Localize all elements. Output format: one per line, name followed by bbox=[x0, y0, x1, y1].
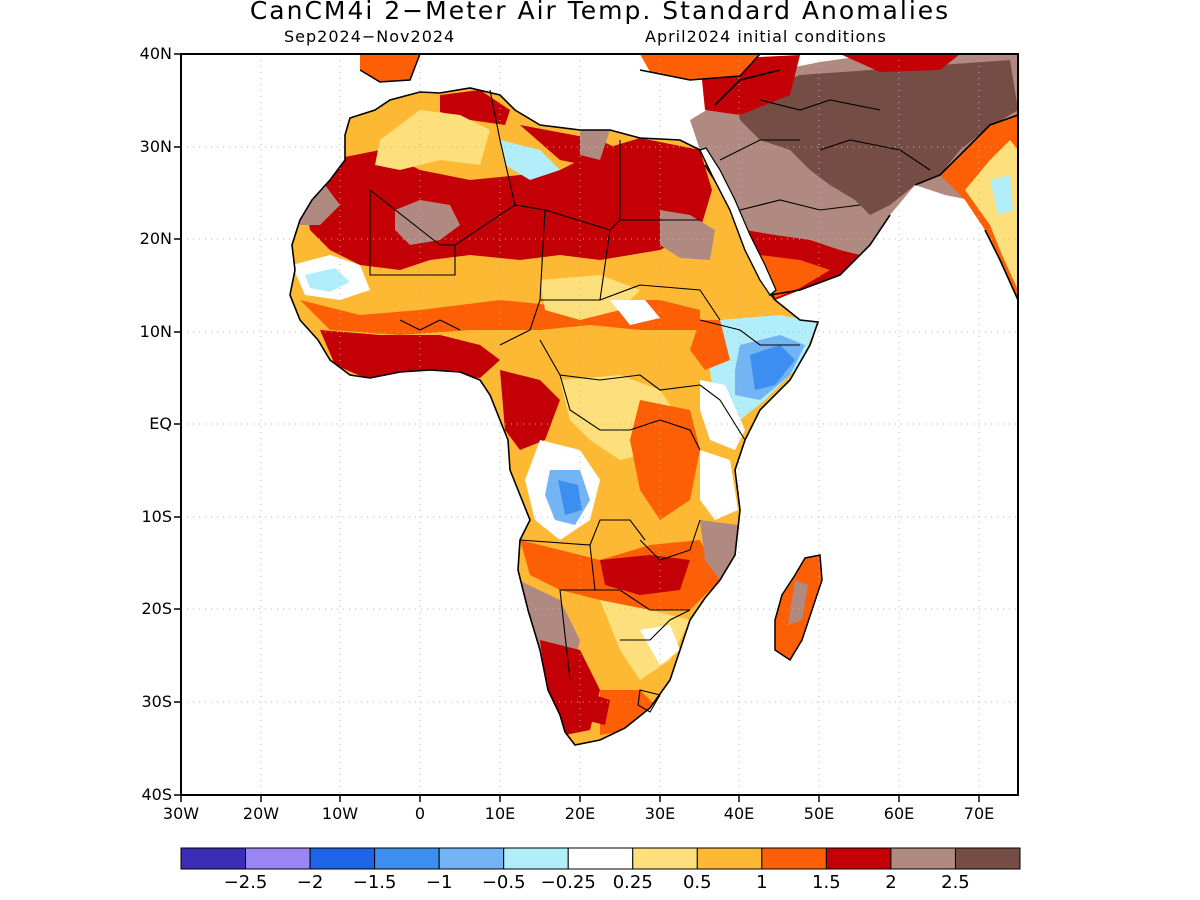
colorbar-label: −1 bbox=[425, 872, 453, 893]
lon-label-20e: 20E bbox=[564, 804, 596, 823]
colorbar-label: 0.5 bbox=[682, 872, 712, 893]
colorbar-swatch bbox=[761, 847, 827, 870]
colorbar bbox=[180, 847, 1021, 870]
colorbar-label: 2 bbox=[885, 872, 897, 893]
lon-label-30w: 30W bbox=[162, 804, 200, 823]
tick-marks bbox=[174, 53, 980, 802]
initial-conditions: April2024 initial conditions bbox=[645, 27, 887, 46]
europe-land-2 bbox=[640, 54, 760, 80]
colorbar-swatch bbox=[245, 847, 311, 870]
colorbar-label: −0.25 bbox=[540, 872, 596, 893]
lon-label-40e: 40E bbox=[723, 804, 755, 823]
lat-label-10n: 10N bbox=[139, 322, 172, 341]
colorbar-swatch bbox=[632, 847, 698, 870]
forecast-period: Sep2024−Nov2024 bbox=[284, 27, 456, 46]
colorbar-swatch bbox=[696, 847, 763, 870]
lat-label-40n: 40N bbox=[139, 44, 172, 63]
lon-label-70e: 70E bbox=[963, 804, 995, 823]
colorbar-label: 2.5 bbox=[941, 872, 970, 893]
country-borders bbox=[369, 89, 931, 713]
colorbar-label: −2.5 bbox=[223, 872, 268, 893]
colorbar-swatch bbox=[374, 847, 440, 870]
europe-coastline bbox=[359, 53, 761, 83]
arabia-coastline bbox=[704, 69, 1019, 301]
colorbar-label: −0.5 bbox=[481, 872, 526, 893]
colorbar-label: −2 bbox=[296, 872, 324, 893]
lat-label-30s: 30S bbox=[141, 692, 172, 711]
colorbar-swatch bbox=[890, 847, 956, 870]
colorbar-swatch bbox=[438, 847, 505, 870]
india-white bbox=[990, 175, 1013, 215]
europe-land bbox=[360, 54, 420, 82]
colorbar-label: −1.5 bbox=[352, 872, 397, 893]
lat-label-10s: 10S bbox=[141, 507, 172, 526]
lon-label-60e: 60E bbox=[883, 804, 915, 823]
lon-label-30e: 30E bbox=[644, 804, 676, 823]
madagascar-brown bbox=[788, 580, 808, 625]
lat-label-20s: 20S bbox=[141, 599, 172, 618]
lat-label-eq: EQ bbox=[149, 414, 172, 433]
colorbar-swatch bbox=[567, 847, 634, 870]
lat-label-20n: 20N bbox=[139, 229, 172, 248]
lon-label-50e: 50E bbox=[803, 804, 835, 823]
arabia-orange bbox=[760, 255, 830, 298]
madagascar-coastline bbox=[774, 554, 823, 662]
colorbar-label: 1 bbox=[756, 872, 768, 893]
lon-label-0: 0 bbox=[414, 804, 426, 823]
map-title: CanCM4i 2−Meter Air Temp. Standard Anoma… bbox=[249, 0, 951, 25]
lat-label-30n: 30N bbox=[139, 137, 172, 156]
lat-label-40s: 40S bbox=[141, 785, 172, 804]
red-sea bbox=[699, 147, 777, 296]
lon-label-20w: 20W bbox=[242, 804, 280, 823]
colorbar-label: 1.5 bbox=[812, 872, 841, 893]
arabia-dark bbox=[735, 60, 1018, 215]
colorbar-label: 0.25 bbox=[612, 872, 653, 893]
colorbar-swatch bbox=[825, 847, 892, 870]
europe-land-3 bbox=[840, 54, 960, 72]
colorbar-swatch bbox=[503, 847, 569, 870]
colorbar-swatch bbox=[309, 847, 376, 870]
lon-label-10e: 10E bbox=[484, 804, 516, 823]
lon-label-10w: 10W bbox=[321, 804, 359, 823]
colorbar-swatch bbox=[180, 847, 247, 870]
colorbar-swatch bbox=[954, 847, 1021, 870]
